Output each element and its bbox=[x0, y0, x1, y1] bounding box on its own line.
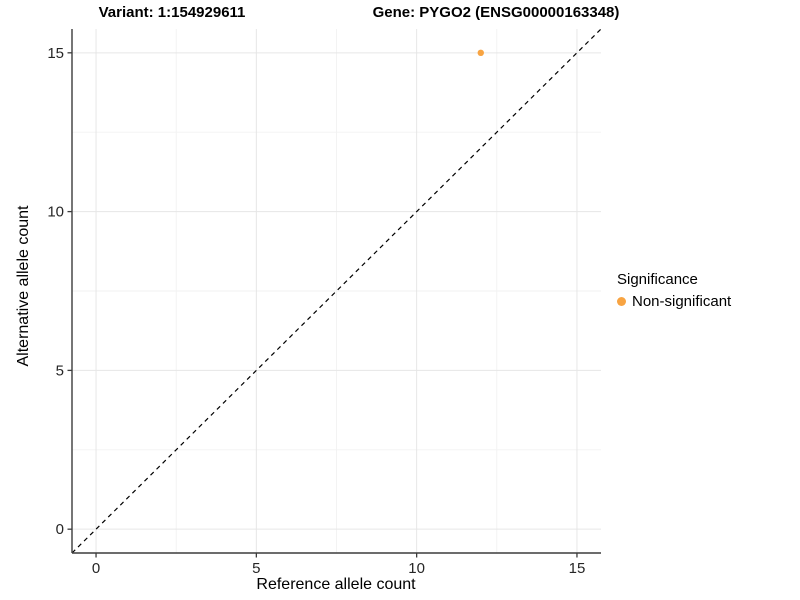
legend: Significance Non-significant bbox=[617, 271, 731, 310]
x-tick-label: 0 bbox=[92, 560, 100, 577]
x-axis-label: Reference allele count bbox=[256, 576, 416, 593]
y-tick-label: 0 bbox=[56, 521, 64, 538]
y-tick-label: 5 bbox=[56, 362, 64, 379]
x-tick-label: 5 bbox=[252, 560, 260, 577]
y-axis-label: Alternative allele count bbox=[15, 205, 32, 367]
legend-title: Significance bbox=[617, 271, 698, 288]
legend-item-non-significant: Non-significant bbox=[617, 293, 731, 310]
variant-title: Variant: 1:154929611 bbox=[98, 4, 246, 21]
gene-title: Gene: PYGO2 (ENSG00000163348) bbox=[372, 4, 620, 21]
x-tick-label: 15 bbox=[569, 560, 586, 577]
data-point bbox=[477, 49, 484, 57]
circle-icon bbox=[617, 297, 626, 306]
legend-item-label: Non-significant bbox=[632, 293, 732, 310]
y-tick-label: 10 bbox=[47, 204, 64, 221]
y-tick-label: 15 bbox=[47, 45, 64, 62]
x-tick-label: 10 bbox=[408, 560, 425, 577]
